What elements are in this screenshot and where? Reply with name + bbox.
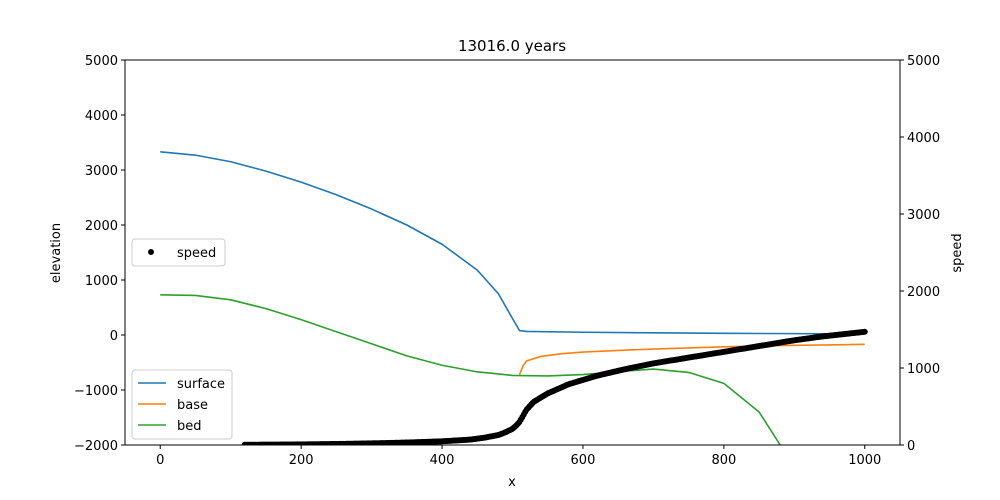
y-left-tick-label: 5000 bbox=[85, 54, 118, 69]
legend-speed: speed bbox=[131, 238, 226, 267]
plot-frame bbox=[124, 59, 901, 446]
y-right-tick-label: 1000 bbox=[907, 362, 940, 377]
y-right-tick-label: 2000 bbox=[907, 285, 940, 300]
y-left-tick-label: 0 bbox=[110, 329, 118, 344]
legend-speed-marker bbox=[148, 249, 154, 255]
y-left-tick-label: 2000 bbox=[85, 219, 118, 234]
x-axis-label: x bbox=[508, 475, 516, 490]
base-line bbox=[518, 343, 865, 375]
y-right-tick-label: 3000 bbox=[907, 208, 940, 223]
y-right-tick-label: 5000 bbox=[907, 54, 940, 69]
y-axis-left-label: elevation bbox=[49, 223, 64, 283]
x-tick-label: 400 bbox=[430, 453, 455, 468]
bed-line bbox=[160, 294, 781, 445]
x-tick-label: 800 bbox=[711, 453, 736, 468]
legend-speed-label: speed bbox=[177, 246, 216, 261]
legend-speed-box bbox=[131, 238, 226, 267]
legend-surface-label: surface bbox=[177, 377, 225, 392]
y-left-tick-label: 1000 bbox=[85, 274, 118, 289]
speed-point bbox=[861, 328, 868, 335]
y-left-tick-label: −2000 bbox=[74, 439, 118, 454]
y-left-tick-label: −1000 bbox=[74, 384, 118, 399]
surface-line bbox=[160, 151, 865, 335]
y-left-tick-label: 3000 bbox=[85, 164, 118, 179]
y-left-tick-label: 4000 bbox=[85, 109, 118, 124]
legend-elevation: surface base bed bbox=[131, 369, 233, 440]
legend-elevation-box bbox=[131, 369, 233, 440]
chart-title: 13016.0 years bbox=[458, 37, 566, 55]
y-axis-right-label: speed bbox=[950, 233, 965, 272]
legend-bed-label: bed bbox=[177, 419, 202, 434]
x-tick-label: 0 bbox=[156, 453, 164, 468]
x-tick-label: 1000 bbox=[848, 453, 881, 468]
y-right-tick-label: 0 bbox=[907, 439, 915, 454]
x-tick-label: 200 bbox=[289, 453, 314, 468]
x-tick-label: 600 bbox=[571, 453, 596, 468]
y-right-tick-label: 4000 bbox=[907, 131, 940, 146]
legend-base-label: base bbox=[177, 398, 208, 413]
